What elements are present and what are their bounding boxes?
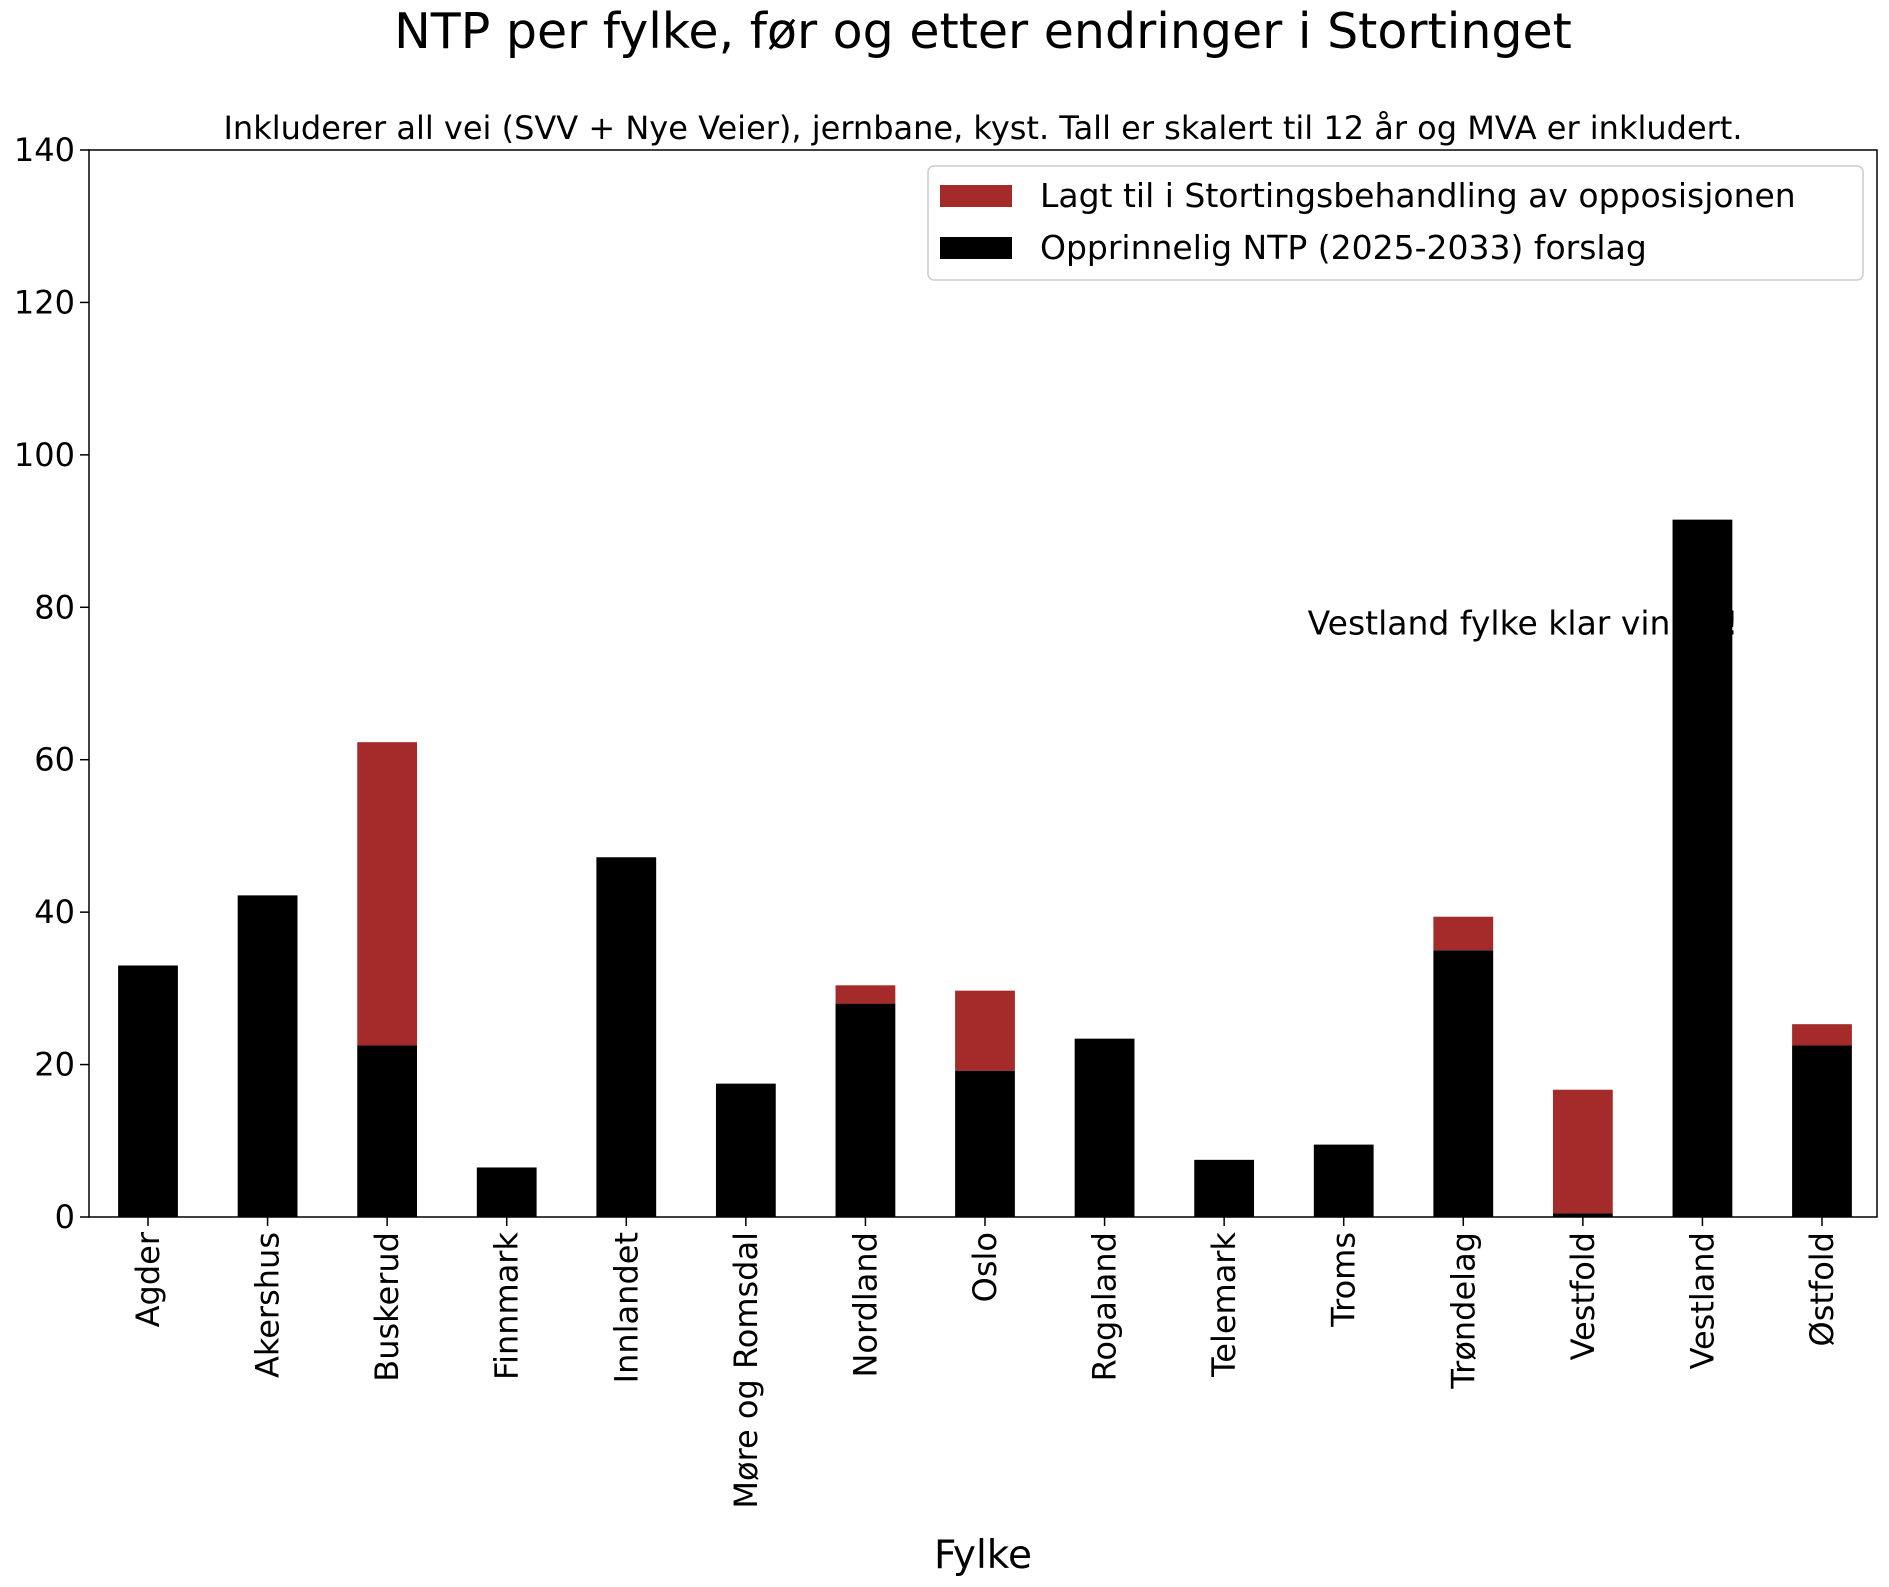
bar-added: [1552, 1089, 1613, 1214]
annotation-text: Vestland fylke klar vinner!: [1308, 604, 1739, 643]
x-tick-label: Vestland: [1683, 1232, 1721, 1369]
x-tick-label: Trøndelag: [1444, 1232, 1482, 1390]
bar-original: [118, 965, 178, 1217]
x-tick-label: Akershus: [249, 1232, 287, 1378]
bar-added: [357, 742, 418, 1046]
legend-label-original: Opprinnelig NTP (2025-2033) forslag: [1040, 228, 1647, 267]
y-axis: 0 20 40 60 80 100 120 140: [14, 131, 89, 1236]
x-tick-label: Vestfold: [1564, 1232, 1602, 1360]
y-tick-label: 120: [14, 283, 75, 321]
y-tick-label: 20: [34, 1046, 75, 1084]
x-tick-label: Buskerud: [368, 1232, 406, 1382]
x-tick-label: Møre og Romsdal: [727, 1232, 765, 1509]
bar-original: [1433, 950, 1494, 1217]
bars: [118, 519, 1852, 1217]
bar-original: [955, 1070, 1015, 1217]
x-tick-label: Oslo: [966, 1232, 1004, 1302]
bar-original: [1194, 1159, 1255, 1217]
chart-title: NTP per fylke, før og etter endringer i …: [394, 3, 1572, 60]
x-axis-label: Fylke: [934, 1533, 1032, 1578]
bar-added: [835, 985, 896, 1004]
chart-subtitle: Inkluderer all vei (SVV + Nye Veier), je…: [223, 109, 1742, 147]
legend-swatch-added: [940, 185, 1012, 207]
bar-added: [955, 990, 1015, 1071]
x-tick-label: Nordland: [846, 1232, 884, 1378]
x-tick-label: Agder: [129, 1231, 167, 1327]
bar-original: [1792, 1045, 1852, 1217]
legend-box: [927, 165, 1864, 281]
x-tick-label: Østfold: [1803, 1232, 1841, 1346]
x-axis: Agder Akershus Buskerud Finnmark Innlandet Mø…: [129, 1217, 1841, 1509]
y-tick-label: 40: [34, 893, 75, 931]
bar-original: [357, 1045, 418, 1217]
bar-added: [1433, 916, 1494, 951]
plot-area-frame: [88, 149, 1878, 1218]
legend-swatch-original: [940, 237, 1012, 259]
x-tick-label: Innlandet: [607, 1232, 645, 1383]
bar-original: [476, 1167, 537, 1217]
bar-original: [596, 857, 657, 1217]
bar-original: [835, 1003, 896, 1217]
bar-original: [715, 1083, 776, 1217]
bar-original: [1552, 1213, 1613, 1217]
legend: Lagt til i Stortingsbehandling av opposi…: [927, 165, 1864, 281]
x-tick-label: Telemark: [1205, 1232, 1243, 1378]
legend-label-added: Lagt til i Stortingsbehandling av opposi…: [1040, 176, 1796, 215]
bar-original: [237, 895, 298, 1217]
y-tick-label: 60: [34, 741, 75, 779]
bar-added: [1792, 1024, 1852, 1046]
y-tick-label: 80: [34, 588, 75, 626]
bar-original: [1672, 519, 1733, 1217]
bar-original: [1074, 1038, 1135, 1217]
y-tick-label: 0: [55, 1198, 75, 1236]
x-tick-label: Rogaland: [1086, 1232, 1124, 1381]
y-tick-label: 100: [14, 436, 75, 474]
x-tick-label: Finnmark: [488, 1232, 526, 1380]
bar-original: [1313, 1144, 1374, 1217]
y-tick-label: 140: [14, 131, 75, 169]
x-tick-label: Troms: [1325, 1232, 1363, 1328]
